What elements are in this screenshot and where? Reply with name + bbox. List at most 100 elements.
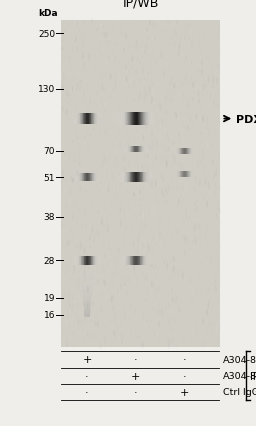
Ellipse shape bbox=[155, 157, 157, 162]
Ellipse shape bbox=[63, 99, 65, 103]
Bar bbox=[147, 256, 148, 265]
Ellipse shape bbox=[186, 140, 187, 146]
Ellipse shape bbox=[86, 244, 87, 247]
Bar bbox=[93, 256, 94, 265]
Ellipse shape bbox=[115, 164, 116, 169]
Ellipse shape bbox=[215, 210, 216, 215]
Ellipse shape bbox=[148, 329, 150, 335]
Bar bbox=[80, 272, 94, 273]
Bar bbox=[148, 113, 149, 126]
Ellipse shape bbox=[97, 73, 98, 79]
Bar bbox=[80, 268, 94, 269]
Ellipse shape bbox=[139, 189, 141, 196]
Ellipse shape bbox=[177, 46, 178, 49]
Ellipse shape bbox=[105, 253, 106, 258]
Bar bbox=[76, 174, 77, 181]
Ellipse shape bbox=[87, 302, 88, 309]
Bar bbox=[192, 171, 193, 178]
Ellipse shape bbox=[134, 193, 135, 197]
Ellipse shape bbox=[66, 109, 68, 115]
Ellipse shape bbox=[90, 305, 91, 307]
Ellipse shape bbox=[85, 221, 86, 223]
Ellipse shape bbox=[160, 240, 161, 247]
Ellipse shape bbox=[114, 176, 115, 178]
Text: ·: · bbox=[85, 387, 89, 397]
Ellipse shape bbox=[199, 56, 201, 62]
Ellipse shape bbox=[179, 35, 180, 38]
Bar bbox=[81, 114, 82, 124]
Ellipse shape bbox=[131, 259, 132, 262]
Bar bbox=[187, 148, 188, 154]
Bar bbox=[84, 314, 90, 316]
Bar bbox=[150, 256, 151, 265]
Ellipse shape bbox=[201, 260, 202, 268]
Bar bbox=[184, 148, 185, 154]
Bar bbox=[82, 256, 83, 265]
Ellipse shape bbox=[165, 305, 166, 309]
Ellipse shape bbox=[164, 236, 165, 238]
Ellipse shape bbox=[141, 144, 143, 151]
Ellipse shape bbox=[95, 226, 96, 231]
Ellipse shape bbox=[120, 118, 121, 120]
Ellipse shape bbox=[85, 332, 86, 334]
Ellipse shape bbox=[216, 79, 218, 85]
Bar bbox=[88, 174, 89, 181]
Ellipse shape bbox=[188, 220, 189, 225]
Ellipse shape bbox=[90, 245, 91, 250]
Ellipse shape bbox=[154, 167, 155, 170]
Ellipse shape bbox=[184, 202, 185, 207]
Ellipse shape bbox=[88, 314, 90, 320]
Ellipse shape bbox=[118, 176, 119, 182]
Ellipse shape bbox=[194, 132, 196, 139]
Ellipse shape bbox=[181, 99, 183, 106]
Ellipse shape bbox=[159, 316, 161, 322]
Bar bbox=[92, 174, 93, 181]
Bar bbox=[98, 114, 99, 124]
Ellipse shape bbox=[164, 59, 165, 61]
Ellipse shape bbox=[69, 198, 71, 204]
Ellipse shape bbox=[63, 77, 65, 83]
Bar bbox=[97, 256, 98, 265]
Ellipse shape bbox=[134, 279, 135, 282]
Bar bbox=[134, 113, 135, 126]
Ellipse shape bbox=[71, 196, 73, 203]
Ellipse shape bbox=[75, 36, 77, 43]
Ellipse shape bbox=[200, 132, 201, 135]
Bar bbox=[136, 147, 137, 153]
Ellipse shape bbox=[154, 292, 156, 298]
Text: ·: · bbox=[183, 354, 186, 365]
Ellipse shape bbox=[79, 156, 80, 161]
Bar bbox=[61, 21, 220, 347]
Ellipse shape bbox=[174, 29, 175, 36]
Bar bbox=[140, 173, 141, 182]
Ellipse shape bbox=[81, 62, 83, 68]
Ellipse shape bbox=[103, 279, 104, 284]
Ellipse shape bbox=[95, 55, 96, 56]
Ellipse shape bbox=[172, 326, 173, 334]
Ellipse shape bbox=[118, 106, 119, 111]
Ellipse shape bbox=[80, 323, 81, 328]
Bar bbox=[83, 300, 91, 302]
Ellipse shape bbox=[175, 69, 176, 74]
Ellipse shape bbox=[137, 264, 138, 271]
Bar bbox=[126, 173, 127, 182]
Ellipse shape bbox=[93, 130, 94, 132]
Ellipse shape bbox=[72, 190, 73, 193]
Ellipse shape bbox=[74, 183, 75, 189]
Ellipse shape bbox=[93, 201, 94, 206]
Ellipse shape bbox=[203, 84, 205, 91]
Ellipse shape bbox=[151, 60, 152, 62]
Bar bbox=[149, 113, 150, 126]
Bar bbox=[77, 114, 78, 124]
Ellipse shape bbox=[67, 157, 68, 162]
Ellipse shape bbox=[133, 241, 134, 248]
Ellipse shape bbox=[86, 114, 87, 117]
Ellipse shape bbox=[188, 102, 189, 109]
Bar bbox=[182, 148, 183, 154]
Ellipse shape bbox=[76, 201, 77, 205]
Ellipse shape bbox=[175, 207, 176, 212]
Ellipse shape bbox=[77, 135, 78, 140]
Ellipse shape bbox=[209, 242, 211, 250]
Ellipse shape bbox=[149, 246, 151, 253]
Bar bbox=[92, 256, 93, 265]
